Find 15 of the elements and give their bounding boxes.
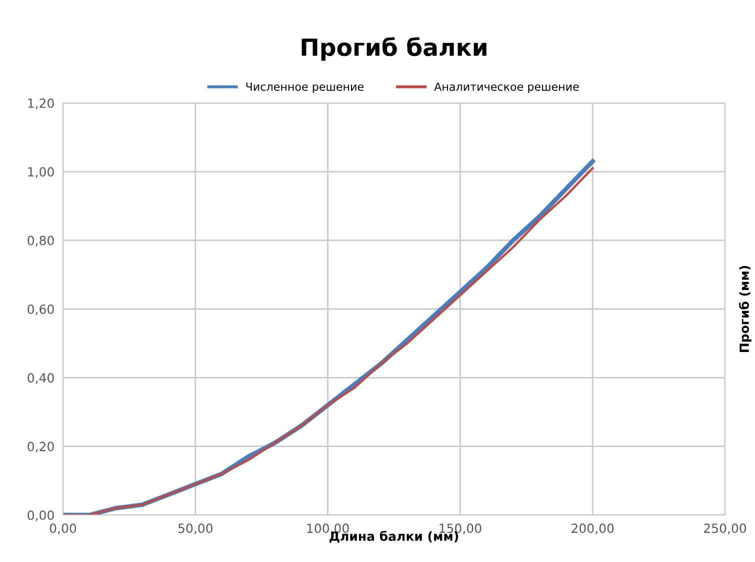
y-axis-title: Прогиб (мм) — [738, 266, 752, 352]
x-tick-label: 50,00 — [178, 524, 212, 534]
y-tick-label: 0,80 — [28, 236, 54, 247]
x-tick-label: 250,00 — [704, 524, 746, 534]
x-tick-label: 0,00 — [50, 524, 76, 534]
y-tick-label: 1,00 — [28, 167, 54, 178]
y-tick-label: 0,60 — [28, 304, 54, 316]
chart-title: Прогиб балки — [302, 37, 486, 61]
x-tick-label: 200,00 — [572, 524, 614, 534]
legend-label: Аналитическое решение — [434, 82, 579, 93]
y-tick-label: 0,40 — [28, 373, 54, 384]
legend-label: Численное решение — [246, 82, 364, 93]
y-tick-label: 1,20 — [28, 98, 54, 110]
y-tick-label: 0,20 — [28, 442, 54, 453]
y-tick-label: 0,00 — [28, 510, 54, 522]
